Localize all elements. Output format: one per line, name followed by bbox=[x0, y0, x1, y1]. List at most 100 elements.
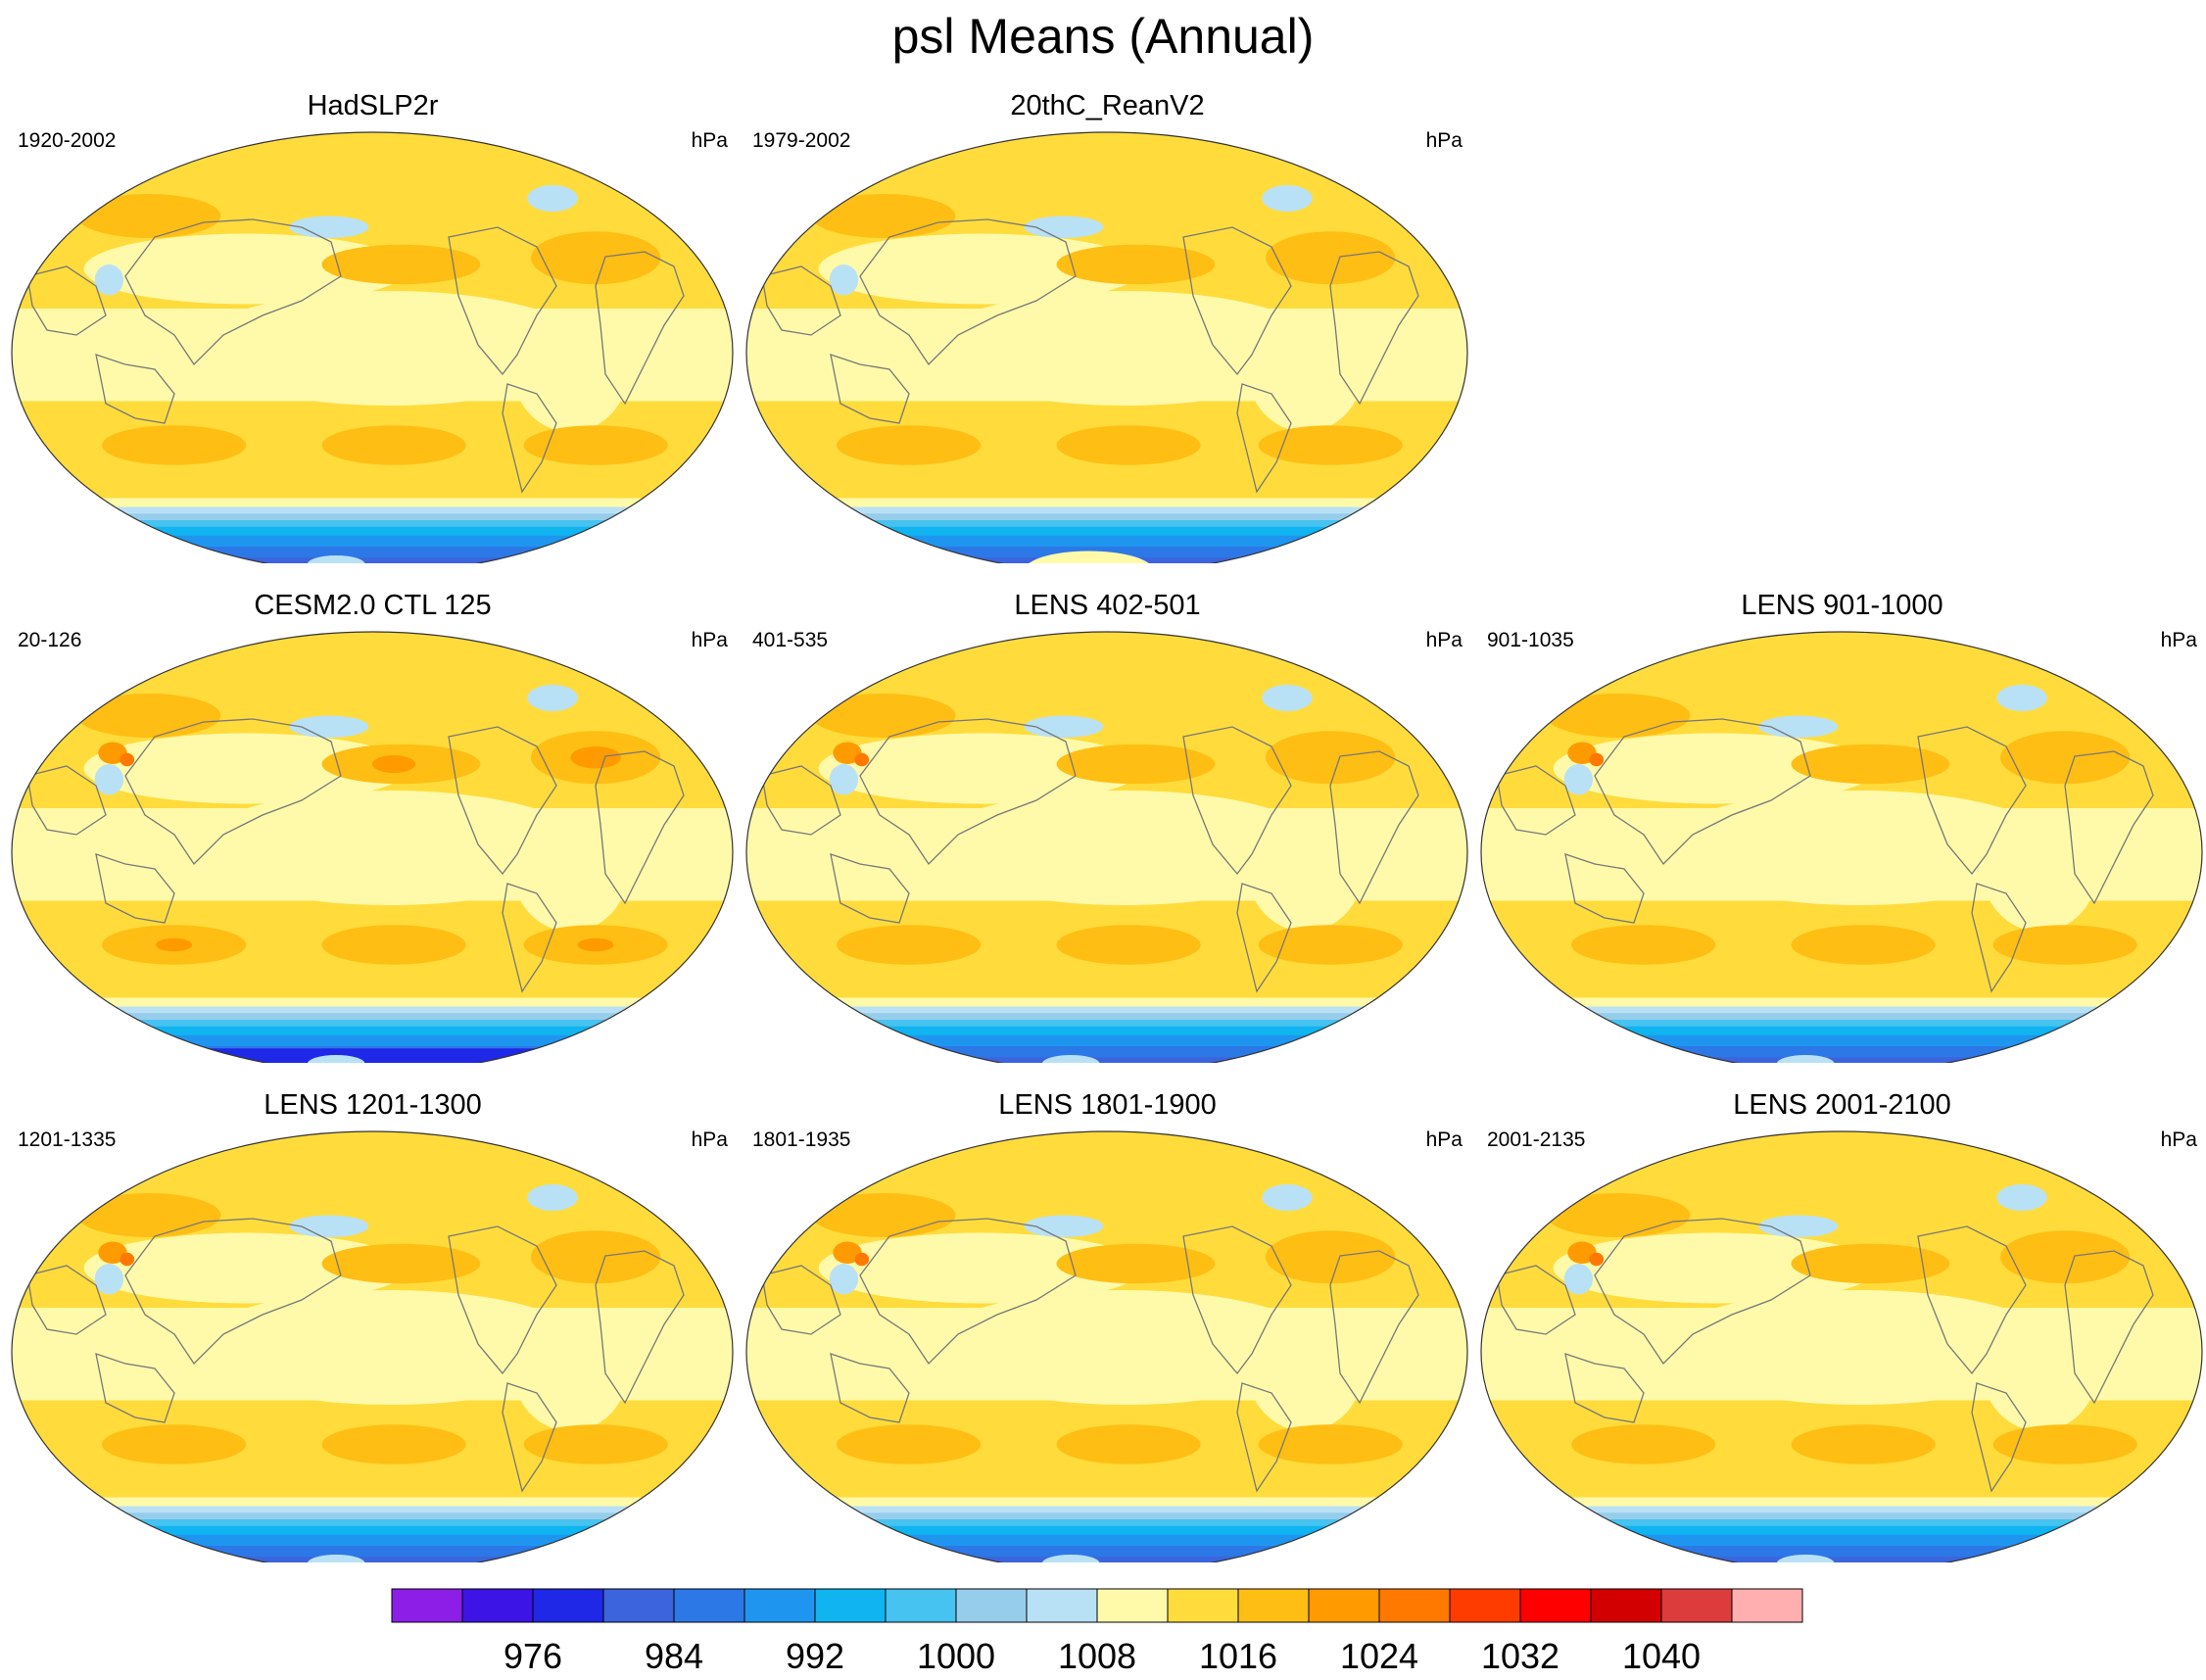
field-band bbox=[512, 309, 629, 432]
field-band bbox=[512, 808, 629, 932]
coastline bbox=[1182, 726, 1292, 876]
colorbar-swatch bbox=[1449, 1588, 1521, 1623]
psl-map bbox=[11, 1130, 734, 1562]
coastline bbox=[1236, 383, 1292, 494]
monsoon-low bbox=[94, 1264, 124, 1295]
field-band bbox=[83, 233, 408, 305]
subtropical-high bbox=[1999, 1230, 2131, 1284]
coastline bbox=[1594, 718, 1811, 866]
coastline bbox=[761, 765, 841, 836]
colorbar-swatch bbox=[885, 1588, 957, 1623]
map-panel-lens-402-501: LENS 402-501 401-535 hPa bbox=[743, 588, 1472, 1063]
field-band bbox=[1661, 1290, 2058, 1405]
panel-title: LENS 1201-1300 bbox=[264, 1089, 482, 1121]
subtropical-high bbox=[1056, 744, 1216, 785]
panel-units: hPa bbox=[691, 1128, 728, 1151]
coastline bbox=[95, 1353, 175, 1423]
subtropical-high bbox=[1992, 925, 2137, 965]
subtropical-high bbox=[76, 194, 221, 238]
antarctic-field bbox=[1041, 1555, 1100, 1562]
panel-units: hPa bbox=[1425, 629, 1463, 651]
field-band bbox=[83, 1232, 408, 1304]
panel-units: hPa bbox=[1425, 129, 1463, 152]
map-border bbox=[745, 131, 1468, 563]
coastline bbox=[761, 1265, 841, 1335]
panel-period: 2001-2135 bbox=[1487, 1128, 1586, 1151]
psl-field bbox=[1481, 632, 2202, 1063]
aleutian-low bbox=[1758, 1215, 1839, 1237]
map-border bbox=[745, 631, 1468, 1063]
colorbar-swatch bbox=[1167, 1588, 1239, 1623]
panel-units: hPa bbox=[2160, 1128, 2197, 1151]
subtropical-high bbox=[837, 1424, 982, 1464]
coastline bbox=[26, 765, 107, 836]
subtropical-high bbox=[321, 1243, 481, 1284]
coastline bbox=[124, 1218, 342, 1366]
subtropical-high bbox=[530, 1230, 661, 1284]
southern-ocean-band bbox=[746, 1557, 1467, 1562]
subtropical-high bbox=[523, 1424, 668, 1464]
field-band bbox=[192, 1290, 589, 1405]
icelandic-low bbox=[1262, 1184, 1313, 1211]
subtropical-high bbox=[1265, 731, 1396, 785]
coastline bbox=[1182, 1225, 1292, 1375]
himalaya-high bbox=[98, 1241, 127, 1264]
monsoon-low bbox=[829, 1264, 859, 1295]
panel-title: LENS 901-1000 bbox=[1741, 590, 1943, 621]
subtropical-high bbox=[523, 425, 668, 465]
coastline bbox=[1182, 226, 1292, 376]
icelandic-low bbox=[1996, 685, 2047, 711]
icelandic-low bbox=[1262, 685, 1313, 711]
coastline bbox=[1917, 726, 2027, 876]
colorbar-tick-label: 1000 bbox=[917, 1636, 995, 1676]
coastline bbox=[761, 265, 841, 336]
aleutian-low bbox=[1024, 715, 1104, 738]
colorbar-swatch bbox=[532, 1588, 604, 1623]
monsoon-low bbox=[94, 764, 124, 795]
southern-ocean-band bbox=[746, 1057, 1467, 1063]
colorbar-swatch bbox=[1026, 1588, 1098, 1623]
subtropical-high bbox=[321, 425, 466, 465]
coastline bbox=[448, 226, 557, 376]
psl-map bbox=[745, 131, 1468, 563]
colorbar-swatch bbox=[955, 1588, 1028, 1623]
coastline bbox=[26, 1265, 107, 1335]
subtropical-high bbox=[530, 231, 661, 285]
panel-units: hPa bbox=[691, 629, 728, 651]
himalaya-high bbox=[833, 742, 862, 764]
subtropical-high bbox=[577, 937, 614, 952]
himalaya-high bbox=[854, 1252, 870, 1267]
southern-ocean-band bbox=[12, 557, 733, 563]
colorbar-swatch bbox=[1308, 1588, 1380, 1623]
psl-field bbox=[12, 132, 733, 563]
southern-ocean-band bbox=[12, 1557, 733, 1562]
colorbar-tick-label: 1040 bbox=[1622, 1636, 1701, 1676]
panel-period: 401-535 bbox=[752, 629, 829, 651]
subtropical-high bbox=[1546, 1193, 1691, 1237]
subtropical-high bbox=[76, 1193, 221, 1237]
subtropical-high bbox=[1056, 1424, 1201, 1464]
map-panel-cesm2-ctl: CESM2.0 CTL 125 20-126 hPa bbox=[8, 588, 738, 1063]
coastline bbox=[502, 1382, 557, 1493]
map-border bbox=[1480, 1130, 2203, 1562]
aleutian-low bbox=[1024, 216, 1104, 238]
colorbar-tick-label: 1008 bbox=[1058, 1636, 1136, 1676]
coastline bbox=[1329, 1250, 1419, 1405]
psl-map bbox=[1480, 1130, 2203, 1562]
coastline bbox=[448, 726, 557, 876]
panel-units: hPa bbox=[691, 129, 728, 152]
psl-field bbox=[12, 632, 733, 1063]
icelandic-low bbox=[527, 685, 578, 711]
map-panel-lens-1201-1300: LENS 1201-1300 1201-1335 hPa bbox=[8, 1087, 738, 1562]
aleutian-low bbox=[1758, 715, 1839, 738]
map-panel-lens-901-1000: LENS 901-1000 901-1035 hPa bbox=[1477, 588, 2206, 1063]
coastline bbox=[859, 218, 1077, 366]
field-band bbox=[1982, 808, 2098, 932]
colorbar-swatch bbox=[1731, 1588, 1803, 1623]
monsoon-low bbox=[829, 264, 859, 296]
coastline bbox=[1236, 1382, 1292, 1493]
field-band bbox=[1661, 791, 2058, 905]
subtropical-high bbox=[811, 694, 956, 738]
coastline bbox=[1971, 883, 2027, 993]
icelandic-low bbox=[1262, 185, 1313, 212]
